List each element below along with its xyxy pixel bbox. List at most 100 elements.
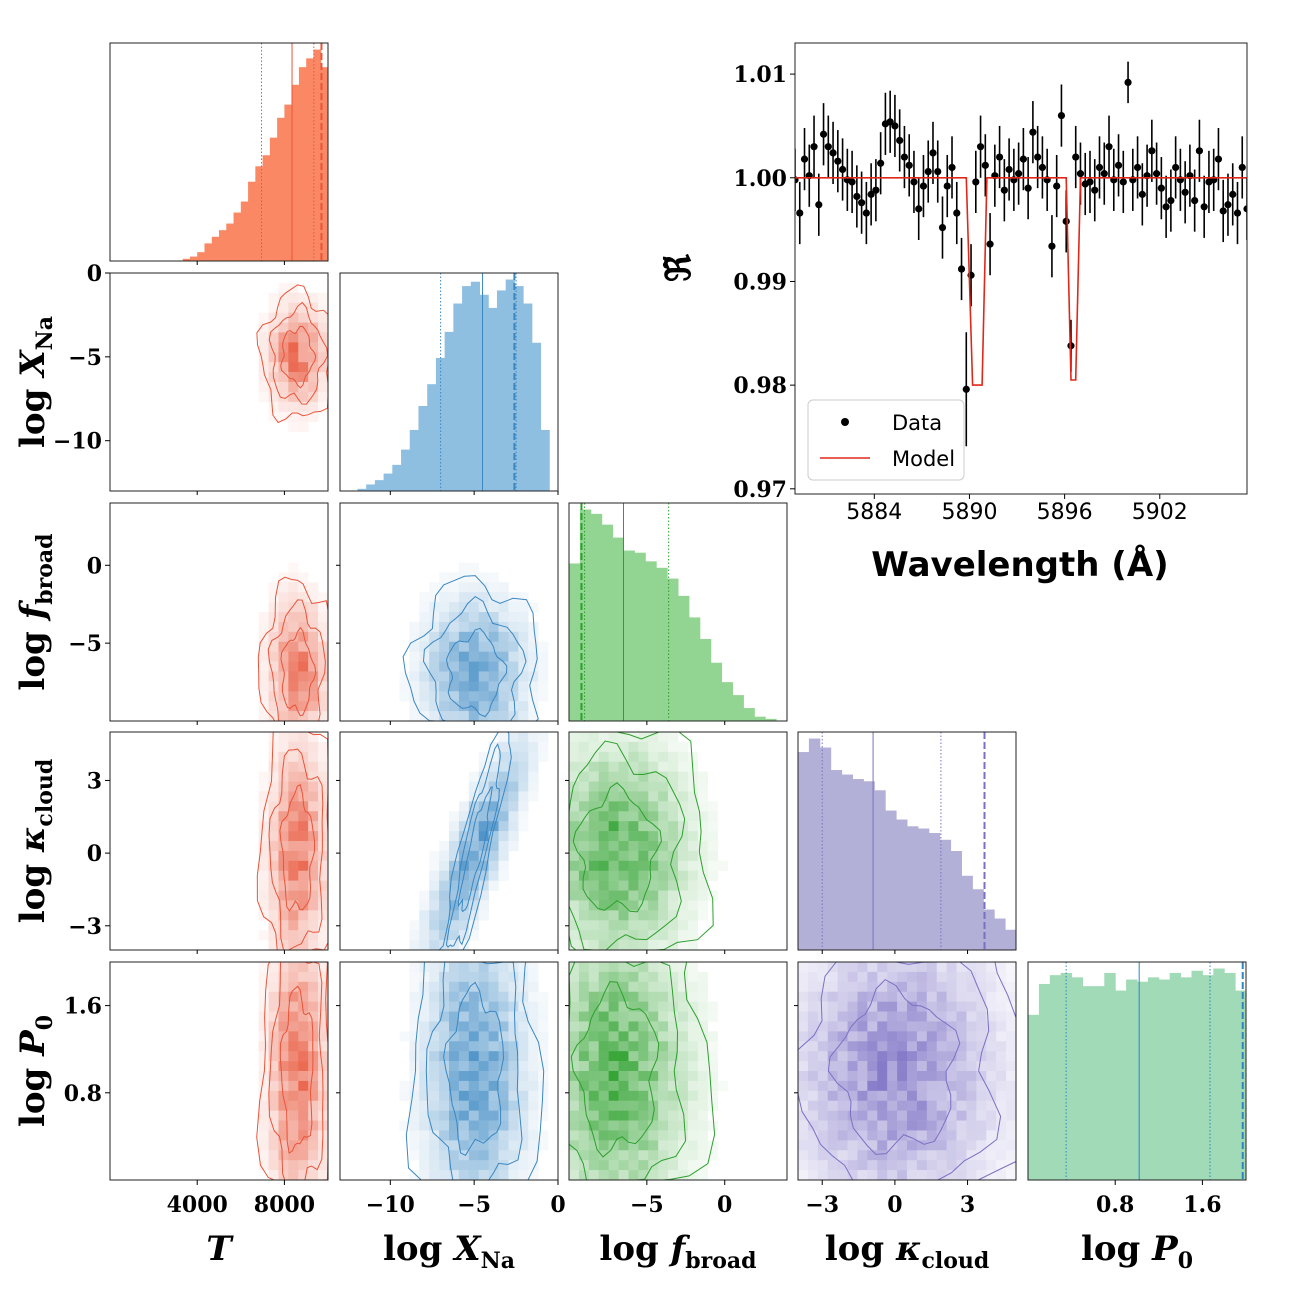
density-cell — [288, 991, 299, 1002]
density-cell — [308, 771, 319, 782]
density-cell — [258, 1051, 269, 1062]
density-cell — [538, 1090, 549, 1102]
density-cell — [996, 1001, 1007, 1012]
density-cell — [996, 991, 1007, 1002]
density-cell — [668, 1061, 679, 1072]
density-cell — [508, 1160, 519, 1171]
x-axis-label-logkcloud: log κcloud — [825, 1229, 990, 1274]
hist-bar — [226, 223, 235, 261]
density-cell — [488, 791, 499, 802]
density-cell — [837, 1031, 848, 1042]
density-cell — [409, 661, 420, 672]
density-cell — [458, 821, 470, 832]
density-cell — [429, 1140, 440, 1151]
density-cell — [588, 741, 600, 753]
density-cell — [956, 991, 967, 1002]
density-cell — [588, 940, 600, 951]
density-cell — [887, 1041, 898, 1052]
density-cell — [598, 962, 609, 973]
density-cell — [528, 761, 539, 772]
density-cell — [916, 1011, 928, 1022]
axis-label-subscript: broad — [32, 533, 58, 604]
density-cell — [996, 1130, 1007, 1141]
density-cell — [687, 1140, 699, 1151]
density-cell — [946, 1090, 957, 1102]
density-cell — [298, 732, 309, 743]
density-cell — [318, 1160, 329, 1171]
density-cell — [449, 920, 460, 931]
density-cell — [628, 761, 639, 772]
density-cell — [268, 352, 279, 363]
hist-bar — [1115, 990, 1127, 1180]
model-line — [795, 177, 1247, 386]
density-cell — [449, 1090, 460, 1102]
density-cell — [837, 1001, 848, 1012]
density-cell — [578, 930, 590, 941]
density-cell — [648, 1001, 659, 1012]
density-cell — [518, 1140, 529, 1151]
density-cell — [668, 1140, 679, 1151]
density-cell — [817, 991, 829, 1002]
density-cell — [468, 1021, 480, 1032]
data-point — [834, 157, 842, 165]
density-cell — [638, 930, 649, 941]
density-cell — [458, 621, 470, 633]
density-cell — [926, 1090, 938, 1102]
density-cell — [936, 1080, 947, 1092]
density-cell — [308, 382, 319, 393]
density-cell — [976, 1090, 987, 1102]
density-cell — [897, 981, 908, 993]
density-cell — [887, 1031, 898, 1042]
density-cell — [936, 971, 947, 983]
density-cell — [308, 1100, 319, 1111]
density-cell — [827, 1170, 838, 1181]
density-cell — [268, 732, 279, 743]
density-cell — [318, 1110, 329, 1121]
density-cell — [278, 971, 289, 983]
data-point — [962, 385, 970, 393]
density-cell — [268, 312, 279, 323]
density-cell — [298, 592, 309, 603]
density-cell — [268, 751, 279, 763]
density-cell — [429, 1001, 440, 1012]
density-cell — [498, 681, 509, 692]
density-cell — [837, 1130, 848, 1141]
density-cell — [318, 691, 329, 702]
density-cell — [569, 900, 580, 911]
density-cell — [588, 1170, 600, 1181]
density-cell — [488, 1160, 499, 1171]
data-point — [1167, 196, 1175, 205]
density-cell — [308, 880, 319, 891]
density-cell — [798, 971, 809, 983]
density-cell — [926, 1071, 938, 1082]
density-cell — [318, 850, 329, 862]
density-cell — [298, 900, 309, 911]
density-cell — [618, 850, 629, 862]
density-cell — [518, 1110, 529, 1121]
density-cell — [1006, 1061, 1017, 1072]
density-cell — [449, 1001, 460, 1012]
density-cell — [707, 1080, 718, 1092]
density-cell — [837, 1061, 848, 1072]
density-cell — [678, 741, 689, 753]
data-point — [1086, 178, 1094, 186]
density-cell — [697, 1031, 709, 1042]
density-cell — [538, 1051, 549, 1062]
density-cell — [618, 880, 629, 891]
density-cell — [996, 1160, 1007, 1171]
density-cell — [598, 741, 609, 753]
panel-T-logfbroad: 0−5 — [68, 502, 329, 725]
density-cell — [419, 1071, 430, 1082]
density-cell — [528, 1031, 539, 1042]
density-cell — [588, 1011, 600, 1022]
density-cell — [308, 890, 319, 901]
density-cell — [827, 1011, 838, 1022]
density-cell — [618, 831, 629, 842]
density-cell — [996, 1150, 1007, 1161]
hist-bar — [409, 429, 419, 491]
x-tick-label: 0.8 — [1096, 1192, 1134, 1218]
density-cell — [569, 801, 580, 812]
density-cell — [658, 811, 669, 822]
density-cell — [817, 1041, 829, 1052]
